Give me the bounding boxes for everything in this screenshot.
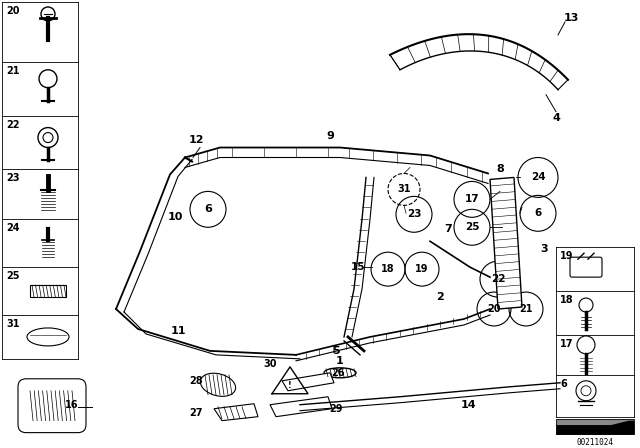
Text: 25: 25 [6,271,19,281]
Text: 5: 5 [332,346,340,356]
Polygon shape [490,177,522,309]
Text: 23: 23 [6,173,19,183]
Text: 12: 12 [188,134,204,145]
Bar [556,419,634,425]
Text: 23: 23 [407,209,421,220]
Text: 6: 6 [560,379,567,389]
FancyBboxPatch shape [18,379,86,433]
Text: 16: 16 [65,400,79,410]
Text: 30: 30 [263,359,276,369]
Text: 17: 17 [560,339,573,349]
Text: 00211024: 00211024 [577,438,614,447]
Text: 31: 31 [6,319,19,329]
Text: 27: 27 [189,408,203,418]
FancyBboxPatch shape [570,257,602,277]
Text: 20: 20 [487,304,500,314]
Text: 11: 11 [170,326,186,336]
Text: 15: 15 [351,262,365,272]
Text: 19: 19 [415,264,429,274]
Text: 6: 6 [534,208,541,218]
Text: 7: 7 [444,224,452,234]
Bar [30,285,66,297]
Text: 28: 28 [189,376,203,386]
Text: 21: 21 [519,304,532,314]
Text: 24: 24 [531,172,545,182]
Text: 10: 10 [167,212,182,222]
Text: 21: 21 [6,66,19,76]
Text: 4: 4 [552,112,560,123]
Text: 22: 22 [491,274,505,284]
Bar [556,424,634,434]
Text: 19: 19 [560,251,573,261]
Text: 18: 18 [381,264,395,274]
Text: 9: 9 [326,130,334,141]
Text: 31: 31 [397,185,411,194]
Polygon shape [556,421,634,435]
Text: 22: 22 [6,120,19,129]
Polygon shape [270,397,332,417]
Text: 29: 29 [329,404,343,414]
Text: 26: 26 [332,368,345,378]
Text: 3: 3 [540,244,548,254]
Text: 1: 1 [336,356,344,366]
Text: 25: 25 [465,222,479,232]
Text: 14: 14 [460,400,476,410]
Text: 17: 17 [465,194,479,204]
Text: 13: 13 [563,13,579,23]
Polygon shape [282,373,334,391]
Text: 24: 24 [6,223,19,233]
Ellipse shape [200,373,236,396]
Text: 2: 2 [436,292,444,302]
Text: 6: 6 [204,204,212,214]
Text: !: ! [288,381,292,390]
Text: 8: 8 [496,164,504,174]
Ellipse shape [324,368,356,378]
Ellipse shape [27,328,69,346]
Text: 20: 20 [6,6,19,16]
Text: 18: 18 [560,295,573,305]
Polygon shape [214,404,258,421]
